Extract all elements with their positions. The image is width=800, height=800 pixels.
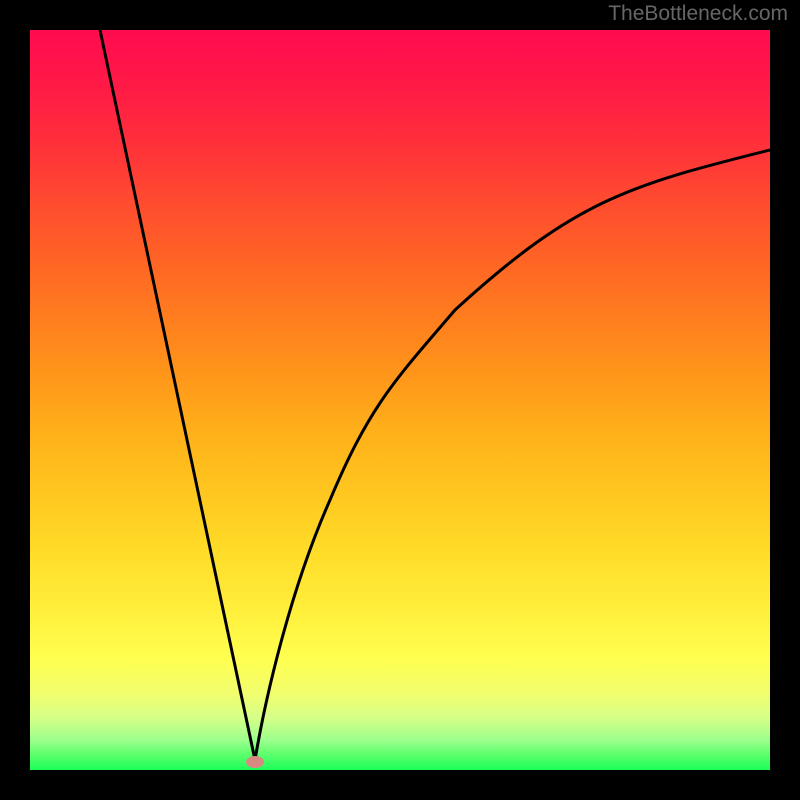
gradient-background [30, 30, 770, 770]
optimal-point-marker [246, 756, 264, 768]
plot-area [30, 30, 770, 770]
watermark-text: TheBottleneck.com [608, 2, 788, 26]
chart-svg [30, 30, 770, 770]
chart-frame: TheBottleneck.com [0, 0, 800, 800]
